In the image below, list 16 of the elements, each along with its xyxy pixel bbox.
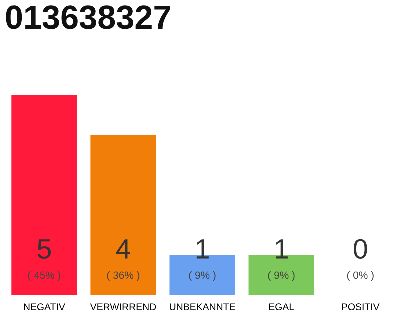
- x-tick-label: VERWIRREND: [90, 304, 156, 310]
- annotation: ( 0% ): [347, 271, 374, 282]
- chart-title: 013638327: [6, 6, 170, 30]
- annotation: ( 9% ): [189, 271, 216, 282]
- x-tick-label: EGAL: [269, 304, 294, 311]
- data-label: 4: [116, 240, 130, 259]
- annotation: ( 36% ): [107, 271, 140, 282]
- annotation: ( 45% ): [28, 271, 61, 282]
- data-label: 5: [38, 240, 52, 259]
- annotation: ( 9% ): [268, 271, 295, 282]
- x-tick-label: POSITIV: [342, 304, 380, 311]
- data-label: 1: [276, 240, 288, 259]
- x-tick-label: NEGATIV: [24, 304, 66, 311]
- data-label: 1: [196, 240, 209, 259]
- x-tick-label: UNBEKANNTE: [170, 304, 236, 311]
- data-label: 0: [354, 239, 368, 259]
